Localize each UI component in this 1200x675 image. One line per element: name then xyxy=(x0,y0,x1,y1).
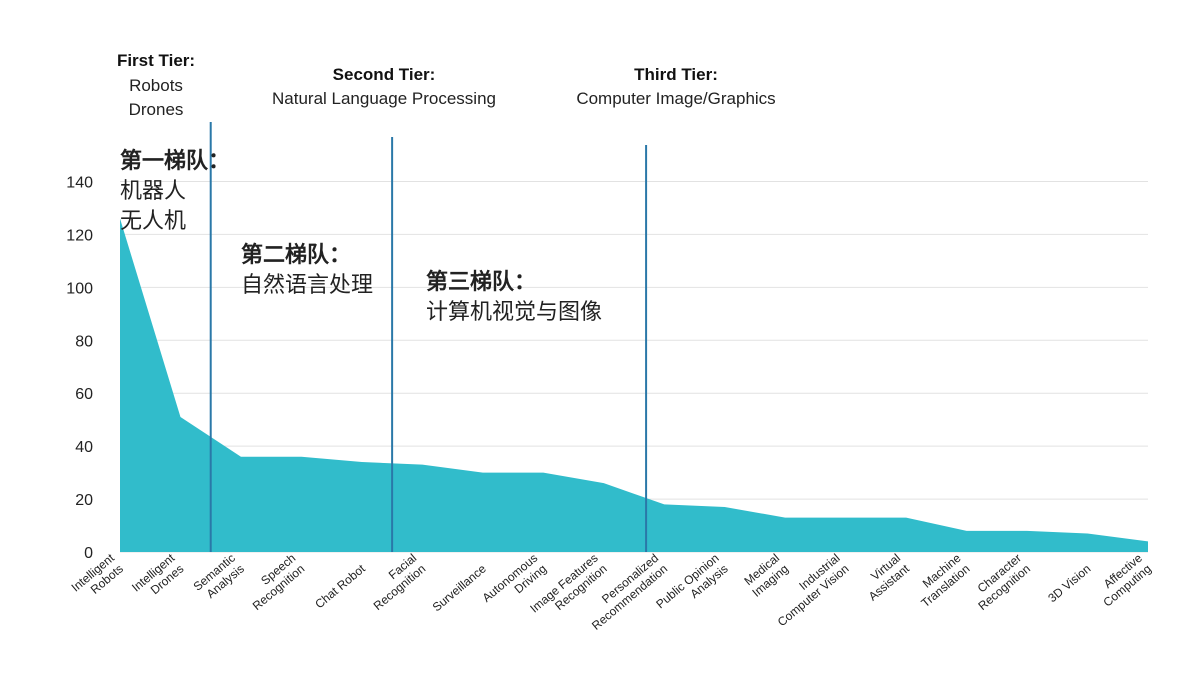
tier-1-cn-label: 第一梯队： 机器人 无人机 xyxy=(120,148,230,234)
tier-3-cn-title: 第三梯队： xyxy=(426,269,536,295)
y-tick-label: 80 xyxy=(75,333,93,350)
tier-2-cn-label: 第二梯队： 自然语言处理 xyxy=(241,242,373,298)
x-tick-label-line: 3D Vision xyxy=(1045,562,1093,606)
area-series xyxy=(120,218,1148,552)
x-tick-label: 3D Vision xyxy=(1045,562,1093,606)
y-tick-label: 100 xyxy=(66,280,93,297)
tier-3-title: Third Tier: xyxy=(634,65,718,84)
tier-2-cn-title: 第二梯队： xyxy=(241,242,351,268)
y-tick-label: 120 xyxy=(66,227,93,244)
tier-2-cn-line-1: 自然语言处理 xyxy=(241,273,373,298)
x-tick-label-line: Surveillance xyxy=(430,561,489,614)
tier-1-cn-line-1: 机器人 xyxy=(120,179,186,204)
y-tick-label: 140 xyxy=(66,174,93,191)
tier-1-header: First Tier: Robots Drones xyxy=(117,51,195,119)
tier-1-line-2: Drones xyxy=(129,100,184,119)
tier-3-line-1: Computer Image/Graphics xyxy=(576,89,775,108)
tier-1-line-1: Robots xyxy=(129,76,183,95)
tier-2-title: Second Tier: xyxy=(333,65,436,84)
tier-1-title: First Tier: xyxy=(117,51,195,70)
tier-2-header: Second Tier: Natural Language Processing xyxy=(272,65,496,108)
y-tick-label: 40 xyxy=(75,439,93,456)
tier-3-cn-line-1: 计算机视觉与图像 xyxy=(426,300,602,325)
tier-3-header: Third Tier: Computer Image/Graphics xyxy=(576,65,775,108)
y-axis-ticks: 0 20 40 60 80 100 120 140 xyxy=(66,174,93,562)
y-tick-label: 60 xyxy=(75,386,93,403)
tier-2-line-1: Natural Language Processing xyxy=(272,89,496,108)
tier-3-cn-label: 第三梯队： 计算机视觉与图像 xyxy=(426,269,602,325)
x-tick-label-line: Chat Robot xyxy=(312,561,368,611)
tier-dividers xyxy=(209,122,648,552)
y-tick-label: 0 xyxy=(84,545,93,562)
tier-1-cn-line-2: 无人机 xyxy=(120,209,186,234)
tier-1-cn-title: 第一梯队： xyxy=(120,148,230,174)
x-tick-label: Surveillance xyxy=(430,561,489,614)
y-tick-label: 20 xyxy=(75,492,93,509)
x-tick-label: Chat Robot xyxy=(312,561,368,611)
